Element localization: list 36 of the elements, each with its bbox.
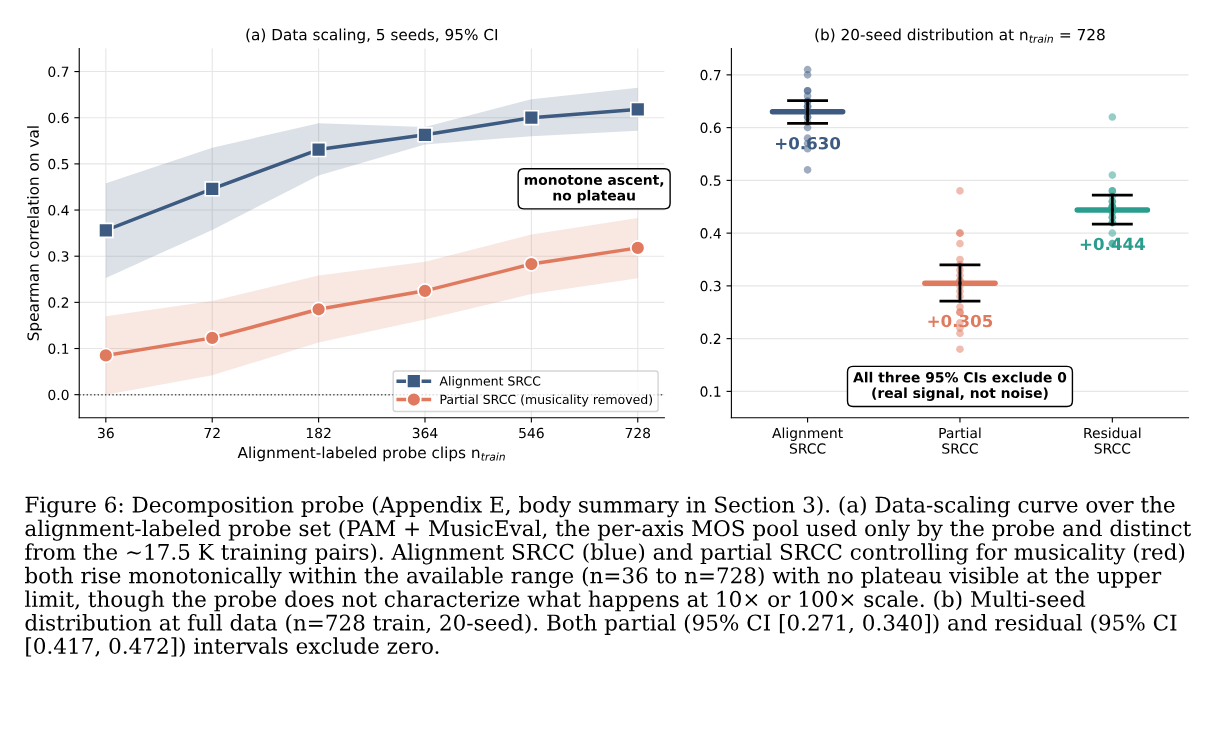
text: +0.630 bbox=[776, 136, 841, 150]
x-tick-label: 728 bbox=[625, 427, 651, 439]
x-tick-label: 546 bbox=[519, 427, 544, 439]
y-tick-label: 0.7 bbox=[700, 69, 721, 81]
x-axis-title: Alignment-labeled probe clips n$_{train}$ bbox=[237, 446, 505, 462]
y-tick-label: 0.4 bbox=[700, 228, 721, 239]
x-tick-label: 72 bbox=[204, 427, 220, 439]
x-tick-label: Partial SRCC bbox=[939, 427, 981, 454]
text: +0.305 bbox=[928, 314, 993, 328]
y-tick-label: 0.3 bbox=[48, 251, 69, 262]
annotation: monotone ascent, no plateau bbox=[524, 175, 664, 204]
y-tick-label: 0.1 bbox=[48, 343, 69, 354]
text: +0.444 bbox=[1080, 237, 1145, 251]
y-tick-label: 0.3 bbox=[700, 280, 721, 292]
y-tick-label: 0.4 bbox=[48, 205, 69, 216]
legend-label: Partial SRCC (musicality removed) bbox=[440, 394, 653, 407]
chart-title: (a) Data scaling, 5 seeds, 95% CI bbox=[246, 28, 498, 44]
y-tick-label: 0.7 bbox=[48, 66, 69, 78]
y-tick-label: 0.1 bbox=[700, 386, 721, 397]
x-tick-label: Residual SRCC bbox=[1084, 427, 1141, 454]
legend-label: Alignment SRCC bbox=[439, 376, 541, 389]
y-tick-label: 0.6 bbox=[700, 122, 721, 134]
y-tick-label: 0.0 bbox=[48, 389, 69, 401]
y-axis-title: Spearman correlation on val bbox=[27, 126, 42, 341]
x-tick-label: 364 bbox=[412, 427, 438, 439]
x-tick-label: 36 bbox=[98, 427, 114, 439]
annotation: All three 95% CIs exclude 0 (real signal, not noise) bbox=[853, 371, 1067, 401]
chart-title: (b) 20-seed distribution at n$_{train}$ = 728 bbox=[815, 28, 1105, 43]
y-tick-label: 0.2 bbox=[700, 333, 721, 345]
caption: Figure 6: Decomposition probe (Appendix E, body summary in Section 3). (a) Data-scaling curve over the alignment-labeled probe set (PAM + MusicEval, the per-axis MOS pool used only by the probe and distinct from the ∼17.5 K training pairs). Alignment SRCC (blue) and partial SRCC controlling for musicality (red) both rise monotonically within the available range (n=36 to n=728) with no plateau visible at the upper limit, though the probe does not characterize what happens at 10× or 100× scale. (b) Multi-seed distribution at full data (n=728 train, 20-seed). Both partial (95% CI [0.271, 0.340]) and residual (95% CI [0.417, 0.472]) intervals exclude zero. bbox=[25, 496, 1192, 658]
x-tick-label: Alignment SRCC bbox=[772, 427, 843, 454]
y-tick-label: 0.2 bbox=[48, 297, 69, 308]
y-tick-label: 0.6 bbox=[48, 112, 69, 124]
y-tick-label: 0.5 bbox=[700, 175, 721, 186]
x-tick-label: 182 bbox=[306, 427, 331, 439]
y-tick-label: 0.5 bbox=[48, 158, 69, 170]
